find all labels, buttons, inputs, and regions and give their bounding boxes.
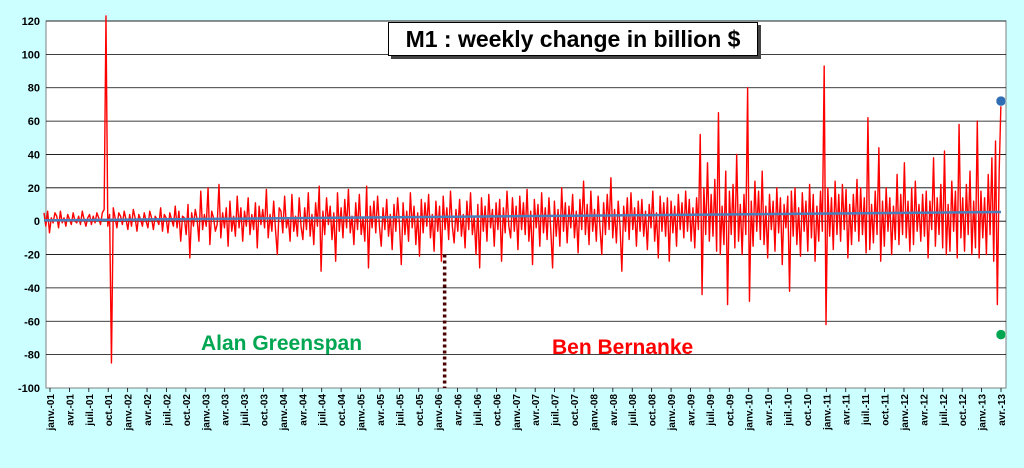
x-tick-label: oct.-02 [182,394,193,427]
y-tick-label: -40 [24,283,40,295]
x-tick-label: oct.-12 [958,394,969,427]
x-tick-label: avr.-08 [609,394,620,426]
y-axis: -100 -80 -60 -40 -20 0 20 40 60 80 100 120 [18,16,40,395]
y-tick-label: 20 [28,183,40,195]
x-tick-label: janv.-12 [900,394,911,432]
x-tick-label: avr.-07 [531,394,542,426]
x-tick-label: juil.-06 [473,394,484,427]
x-tick-label: juil.-02 [162,394,173,427]
y-tick-label: -20 [24,250,40,262]
y-tick-label: 40 [28,149,40,161]
x-tick-label: avr.-02 [143,394,154,426]
x-tick-label: oct.-05 [415,394,426,427]
x-tick-label: oct.-08 [648,394,659,427]
series-group [43,15,1002,388]
y-tick-label: 120 [22,16,40,28]
end-marker-point [995,329,1007,340]
x-tick-label: janv.-06 [434,394,445,432]
x-tick-label: juil.-01 [85,394,96,427]
series-line-trend [43,210,1002,222]
x-tick-label: avr.-04 [298,394,309,426]
end-marker-point [995,95,1007,107]
x-tick-label: janv.-03 [201,394,212,432]
x-tick-label: juil.-03 [240,394,251,427]
x-tick-label: avr.-13 [997,394,1008,426]
markers-group [995,95,1007,340]
x-tick-label: juil.-05 [395,394,406,427]
x-tick-label: juil.-11 [861,394,872,427]
x-tick-label: janv.-10 [745,394,756,432]
x-tick-label: avr.-11 [842,394,853,426]
x-tick-label: oct.-11 [881,394,892,426]
x-tick-label: avr.-09 [686,394,697,426]
x-tick-label: oct.-10 [803,394,814,427]
x-tick-label: avr.-12 [919,394,930,426]
x-tick-label: oct.-09 [725,394,736,427]
x-tick-label: juil.-07 [551,394,562,427]
x-tick-label: avr.-01 [65,394,76,426]
x-tick-label: juil.-10 [784,394,795,427]
x-tick-label: janv.-04 [279,394,290,432]
x-tick-label: oct.-01 [104,394,115,427]
y-tick-label: -80 [24,350,40,362]
chart-title: M1 : weekly change in billion $ [388,22,758,56]
y-tick-label: -60 [24,316,40,328]
y-tick-label: 80 [28,83,40,95]
y-tick-label: 60 [28,116,40,128]
x-tick-label: avr.-10 [764,394,775,426]
x-tick-label: oct.-06 [492,394,503,427]
x-tick-label: avr.-06 [454,394,465,426]
x-tick-label: janv.-07 [512,394,523,432]
x-tick-label: janv.-02 [124,394,135,432]
x-tick-label: avr.-03 [221,394,232,426]
x-tick-label: oct.-07 [570,394,581,427]
y-tick-label: 100 [22,49,40,61]
annotation-bernanke: Ben Bernanke [552,336,694,359]
x-tick-label: janv.-01 [46,394,57,432]
x-tick-label: janv.-09 [667,394,678,432]
y-tick-label: 0 [34,216,40,228]
x-tick-label: janv.-05 [357,394,368,432]
x-tick-label: avr.-05 [376,394,387,426]
x-tick-label: oct.-04 [337,394,348,427]
x-tick-label: juil.-12 [939,394,950,427]
x-tick-label: janv.-08 [589,394,600,432]
annotation-greenspan: Alan Greenspan [201,332,363,355]
x-axis: janv.-01 avr.-01 juil.-01 oct.-01 janv.-02 av… [46,388,1008,432]
x-tick-label: janv.-13 [978,394,989,432]
x-tick-label: juil.-09 [706,394,717,427]
x-tick-label: juil.-08 [628,394,639,427]
x-tick-label: juil.-04 [318,394,329,427]
x-tick-label: oct.-03 [259,394,270,427]
y-tick-label: -100 [18,383,40,395]
x-tick-label: janv.-11 [822,394,833,431]
